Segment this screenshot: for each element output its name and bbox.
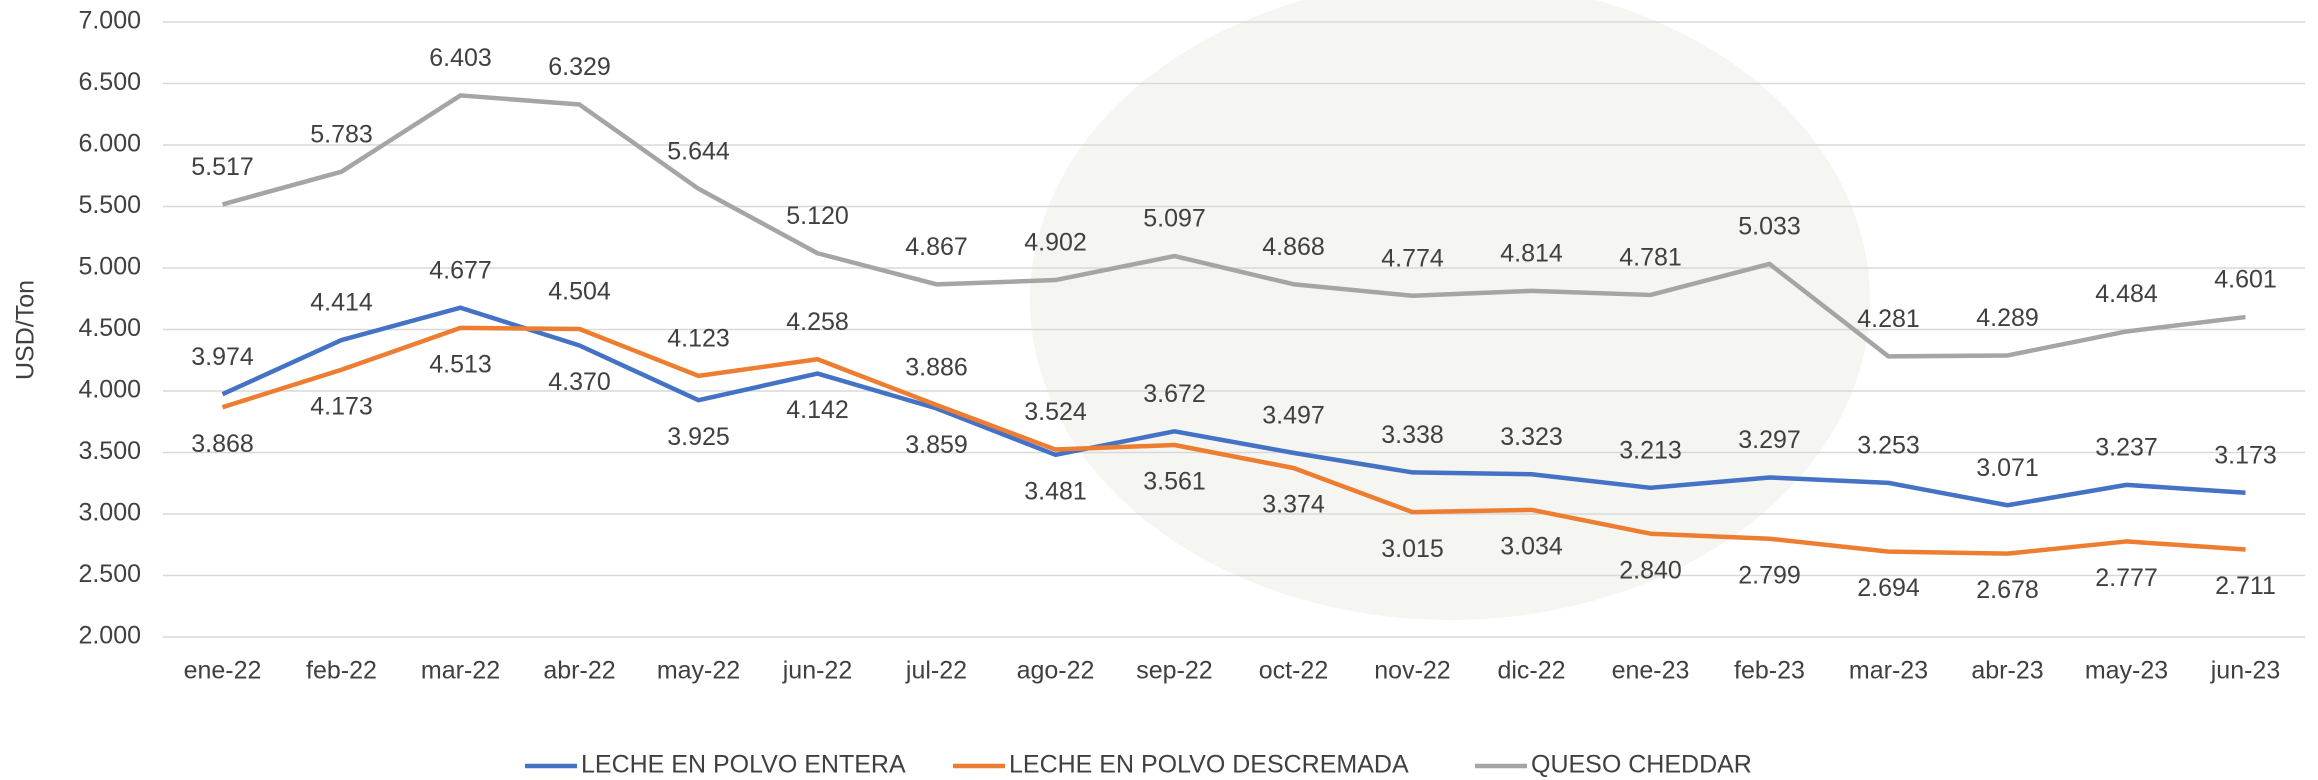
y-tick-label: 2.000	[78, 622, 141, 650]
x-tick-label: feb-22	[306, 657, 377, 685]
data-label: 4.281	[1857, 305, 1920, 333]
y-axis-title: USD/Ton	[12, 280, 40, 380]
data-label: 3.071	[1976, 454, 2039, 482]
data-label: 2.840	[1619, 556, 1682, 584]
data-label: 3.481	[1024, 477, 1087, 505]
data-label: 3.015	[1381, 535, 1444, 563]
data-label: 4.504	[548, 278, 611, 306]
x-tick-label: abr-22	[543, 657, 615, 685]
data-label: 3.497	[1262, 401, 1325, 429]
data-label: 5.097	[1143, 205, 1206, 233]
data-label: 3.323	[1500, 423, 1563, 451]
data-label: 2.777	[2095, 564, 2158, 592]
data-label: 3.374	[1262, 491, 1325, 519]
data-label: 5.120	[786, 202, 849, 230]
data-label: 4.289	[1976, 304, 2039, 332]
x-tick-label: sep-22	[1136, 657, 1212, 685]
data-label: 3.859	[905, 431, 968, 459]
data-label: 3.672	[1143, 380, 1206, 408]
y-tick-label: 5.500	[78, 191, 141, 219]
data-label: 3.925	[667, 423, 730, 451]
data-label: 5.644	[667, 137, 730, 165]
data-label: 4.774	[1381, 244, 1444, 272]
data-label: 4.601	[2214, 266, 2277, 294]
y-tick-label: 5.000	[78, 253, 141, 281]
data-label: 3.213	[1619, 436, 1682, 464]
x-tick-label: nov-22	[1374, 657, 1450, 685]
data-label: 4.677	[429, 256, 492, 284]
data-label: 4.123	[667, 324, 730, 352]
x-tick-label: ago-22	[1017, 657, 1095, 685]
data-label: 3.237	[2095, 433, 2158, 461]
data-label: 4.868	[1262, 233, 1325, 261]
x-tick-label: mar-22	[421, 657, 500, 685]
x-tick-label: feb-23	[1734, 657, 1805, 685]
data-label: 3.253	[1857, 431, 1920, 459]
data-label: 4.142	[786, 396, 849, 424]
x-tick-label: ene-22	[184, 657, 262, 685]
y-tick-label: 4.000	[78, 376, 141, 404]
data-label: 4.814	[1500, 239, 1563, 267]
legend-label: LECHE EN POLVO ENTERA	[581, 751, 906, 779]
legend-label: LECHE EN POLVO DESCREMADA	[1009, 751, 1409, 779]
data-label: 2.678	[1976, 576, 2039, 604]
data-label: 4.173	[310, 392, 373, 420]
data-label: 4.414	[310, 289, 373, 317]
data-label: 4.258	[786, 308, 849, 336]
x-tick-label: abr-23	[1971, 657, 2043, 685]
x-tick-label: mar-23	[1849, 657, 1928, 685]
y-tick-label: 4.500	[78, 314, 141, 342]
x-tick-label: may-23	[2085, 657, 2168, 685]
x-tick-label: oct-22	[1259, 657, 1328, 685]
data-label: 3.338	[1381, 421, 1444, 449]
data-label: 3.524	[1024, 398, 1087, 426]
y-tick-label: 6.000	[78, 130, 141, 158]
data-label: 3.034	[1500, 532, 1563, 560]
data-label: 2.799	[1738, 561, 1801, 589]
data-label: 3.173	[2214, 441, 2277, 469]
data-label: 4.370	[548, 368, 611, 396]
data-label: 5.033	[1738, 213, 1801, 241]
data-label: 2.694	[1857, 574, 1920, 602]
background-image	[1030, 0, 1870, 620]
data-label: 3.561	[1143, 468, 1206, 496]
data-label: 5.783	[310, 120, 373, 148]
data-label: 3.868	[191, 430, 254, 458]
data-label: 4.484	[2095, 280, 2158, 308]
data-label: 3.974	[191, 343, 254, 371]
data-label: 6.403	[429, 44, 492, 72]
y-tick-label: 7.000	[78, 7, 141, 35]
chart: USD/Ton 2.000 2.500 3.000 3.500 4.000 4.500 5.…	[0, 0, 2318, 780]
x-tick-label: ene-23	[1612, 657, 1690, 685]
y-tick-label: 6.500	[78, 68, 141, 96]
data-label: 3.297	[1738, 426, 1801, 454]
x-tick-label: dic-22	[1497, 657, 1565, 685]
x-tick-label: jul-22	[905, 657, 967, 685]
data-label: 6.329	[548, 53, 611, 81]
data-label: 3.886	[905, 354, 968, 382]
data-label: 4.902	[1024, 229, 1087, 257]
data-label: 4.781	[1619, 244, 1682, 272]
x-tick-label: jun-22	[782, 657, 853, 685]
y-tick-label: 3.000	[78, 499, 141, 527]
y-tick-label: 2.500	[78, 560, 141, 588]
data-label: 4.513	[429, 351, 492, 379]
data-label: 2.711	[2215, 572, 2276, 600]
x-tick-label: jun-23	[2210, 657, 2281, 685]
data-label: 4.867	[905, 233, 968, 261]
y-tick-label: 3.500	[78, 437, 141, 465]
data-label: 5.517	[191, 153, 254, 181]
legend-label: QUESO CHEDDAR	[1531, 751, 1752, 779]
x-tick-label: may-22	[657, 657, 740, 685]
